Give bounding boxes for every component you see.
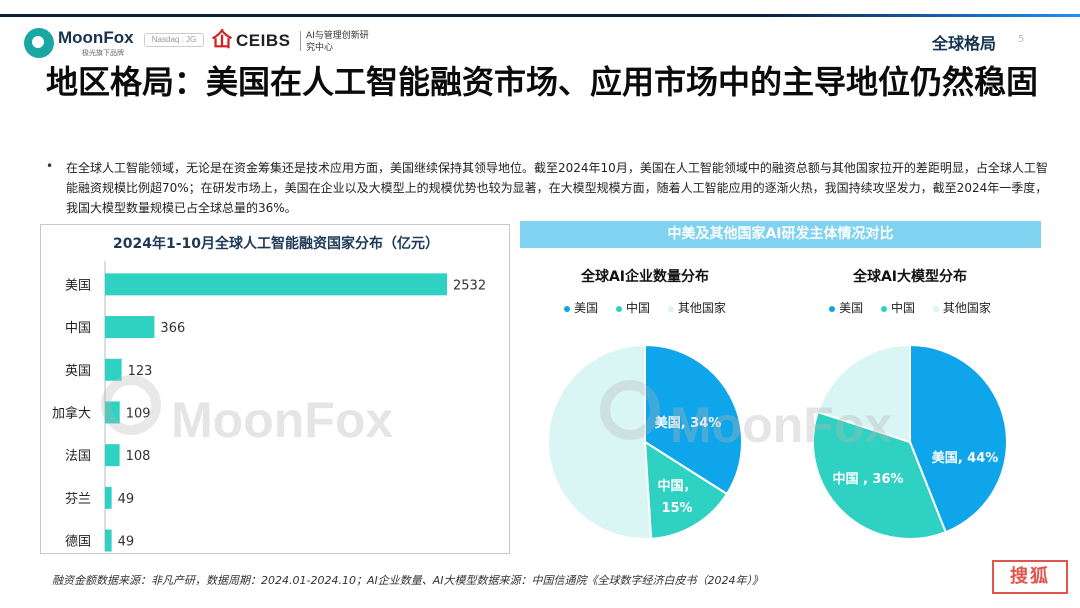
pie-slice bbox=[547, 343, 653, 540]
legend-item-china: 中国 bbox=[615, 299, 650, 316]
bar-value-label: 366 bbox=[160, 321, 185, 336]
pie-chart-models: 美国, 44% 中国 , 36% bbox=[812, 343, 1008, 540]
pie-data-label: 15% bbox=[661, 501, 692, 516]
legend-item-other: 其他国家 bbox=[932, 299, 991, 316]
bar-category-label: 中国 bbox=[65, 321, 91, 336]
pie-slice bbox=[643, 440, 729, 540]
legend-dot-icon bbox=[880, 305, 887, 312]
legend-item-us: 美国 bbox=[564, 299, 598, 316]
page-title: 地区格局：美国在人工智能融资市场、应用市场中的主导地位仍然稳固 bbox=[46, 63, 1039, 101]
comparison-banner: 中美及其他国家AI研发主体情况对比 bbox=[520, 221, 1041, 248]
pie-title-models: 全球AI大模型分布 bbox=[852, 269, 968, 285]
brand-name: MoonFox bbox=[58, 28, 134, 47]
top-bar bbox=[0, 0, 1080, 16]
legend-dot-icon bbox=[667, 305, 674, 312]
bar bbox=[105, 529, 112, 552]
legend-dot-icon bbox=[564, 305, 571, 312]
legend-dot-icon bbox=[615, 305, 622, 312]
nasdaq-badge: Nasdaq : JG bbox=[144, 33, 204, 47]
bar bbox=[105, 486, 112, 509]
logo-divider bbox=[300, 31, 301, 51]
ceibs-logo-icon: 仚 bbox=[212, 27, 232, 51]
source-footnote: 融资金额数据来源：非凡产研，数据周期：2024.01-2024.10；AI企业数… bbox=[52, 574, 763, 587]
legend-dot-icon bbox=[932, 305, 939, 312]
section-label: 全球格局 bbox=[932, 34, 997, 53]
pie-slice bbox=[812, 410, 948, 540]
pie-data-label: 美国, 44% bbox=[932, 450, 999, 466]
bar-category-label: 法国 bbox=[65, 449, 91, 464]
pie-data-label: 中国 , 36% bbox=[832, 471, 903, 487]
bar bbox=[105, 444, 120, 467]
brand-subtitle: 极光旗下品牌 bbox=[82, 49, 124, 57]
bar bbox=[105, 316, 155, 339]
page-number: 5 bbox=[1018, 34, 1025, 45]
sohu-stamp-logo: 搜狐 bbox=[992, 560, 1068, 594]
pie-data-label: 中国， bbox=[657, 478, 696, 494]
pie-chart-companies: 美国, 34% 中国， 15% bbox=[547, 343, 743, 540]
bar bbox=[105, 273, 447, 296]
bar-category-label: 芬兰 bbox=[65, 492, 91, 507]
moonfox-logo-icon bbox=[24, 28, 54, 58]
pie-slice bbox=[816, 343, 911, 444]
watermark-logo-icon bbox=[600, 380, 660, 440]
legend-item-us: 美国 bbox=[829, 299, 863, 316]
legend-dot-icon bbox=[829, 305, 836, 312]
ceibs-name: CEIBS bbox=[236, 31, 291, 50]
legend-companies: 美国 中国 其他国家 bbox=[515, 299, 775, 316]
pie-slice bbox=[909, 343, 1008, 534]
bar-category-label: 德国 bbox=[65, 535, 91, 550]
top-accent-line bbox=[0, 14, 1080, 17]
bar-category-label: 英国 bbox=[65, 364, 91, 379]
bar-value-label: 2532 bbox=[453, 278, 486, 293]
legend-models: 美国 中国 其他国家 bbox=[780, 299, 1040, 316]
bar bbox=[105, 358, 122, 381]
bar-chart-title: 2024年1-10月全球人工智能融资国家分布（亿元） bbox=[113, 236, 439, 252]
watermark-logo-icon bbox=[101, 375, 161, 435]
ceibs-subtitle: AI与管理创新研究中心 bbox=[306, 31, 369, 53]
bar-value-label: 49 bbox=[118, 492, 135, 507]
bar-value-label: 108 bbox=[126, 449, 151, 464]
bar-category-label: 加拿大 bbox=[52, 405, 91, 421]
legend-item-other: 其他国家 bbox=[667, 299, 726, 316]
pie-data-label: 美国, 34% bbox=[655, 415, 722, 431]
legend-item-china: 中国 bbox=[880, 299, 915, 316]
bar-chart-panel: 2024年1-10月全球人工智能融资国家分布（亿元） 美国 2532 中国 366 英国… bbox=[40, 224, 510, 554]
bar-category-label: 美国 bbox=[65, 278, 91, 293]
bar-value-label: 49 bbox=[118, 535, 135, 550]
summary-paragraph: 在全球人工智能领域，无论是在资金筹集还是技术应用方面，美国继续保持其领导地位。截… bbox=[66, 161, 1048, 215]
bullet-dot-icon: • bbox=[46, 159, 54, 173]
pie-title-companies: 全球AI企业数量分布 bbox=[580, 269, 710, 285]
